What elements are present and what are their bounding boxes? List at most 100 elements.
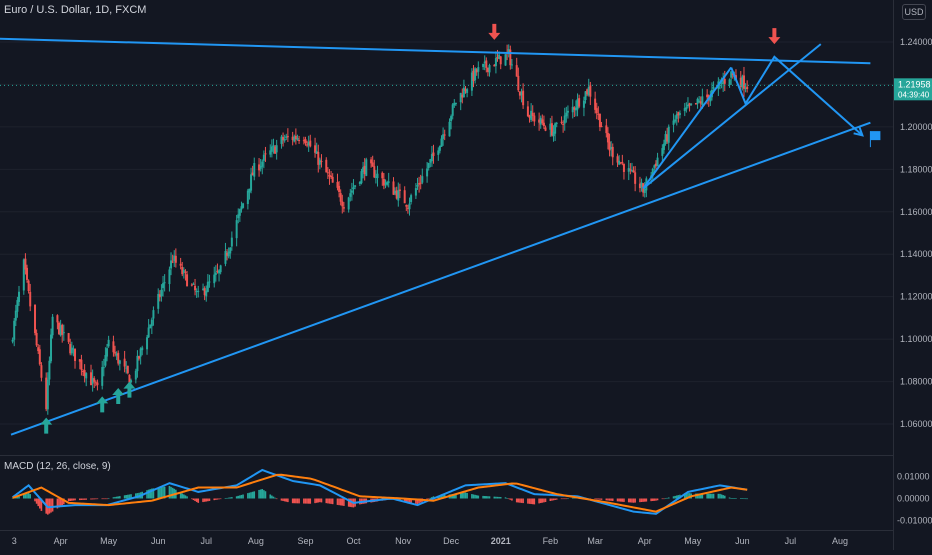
x-tick-label: Nov <box>395 536 412 546</box>
candle-body <box>56 315 59 323</box>
macd-histogram-bar <box>197 498 200 503</box>
candle-body <box>485 60 488 68</box>
macd-histogram-bar <box>597 498 600 500</box>
candle-body <box>381 172 384 179</box>
macd-group <box>11 468 748 515</box>
macd-histogram-bar <box>664 498 667 499</box>
macd-tick-label: 0.01000 <box>897 472 930 482</box>
candle-body <box>573 107 576 110</box>
macd-histogram-bar <box>483 496 486 499</box>
candle-body <box>384 183 387 185</box>
candle-body <box>118 360 121 364</box>
macd-histogram-bar <box>247 493 249 499</box>
candle-body <box>141 347 144 351</box>
trendline <box>0 37 871 65</box>
candle-body <box>453 102 456 106</box>
macd-histogram-bar <box>195 498 198 502</box>
macd-histogram-bar <box>571 497 574 499</box>
macd-histogram-bar <box>677 495 680 499</box>
candle-body <box>394 190 397 194</box>
macd-histogram-bar <box>739 498 742 499</box>
macd-histogram-bar <box>242 494 244 499</box>
macd-histogram-bar <box>135 493 137 499</box>
macd-histogram-bar <box>194 498 196 502</box>
candle-body <box>182 270 185 273</box>
candle-body <box>494 58 497 67</box>
macd-histogram-bar <box>563 498 566 500</box>
candle-body <box>664 134 667 144</box>
candle-body <box>582 100 585 108</box>
macd-histogram-bar <box>170 486 172 499</box>
macd-histogram-bar <box>463 492 465 499</box>
macd-histogram-bar <box>114 496 116 499</box>
macd-histogram-bar <box>487 496 489 499</box>
candle-body <box>741 76 744 88</box>
candle-body <box>174 255 177 263</box>
macd-histogram-bar <box>216 498 219 500</box>
candle-body <box>662 143 665 151</box>
candle-body <box>653 165 656 168</box>
macd-histogram-bar <box>146 490 148 499</box>
candle-body <box>195 291 198 293</box>
macd-histogram-bar <box>269 494 272 499</box>
macd-histogram-bar <box>744 498 747 500</box>
candle-body <box>186 274 189 287</box>
candle-body <box>150 319 153 327</box>
macd-histogram-bar <box>531 498 534 505</box>
macd-histogram-bar <box>639 498 641 503</box>
macd-histogram-bar <box>496 496 499 499</box>
candle-body <box>190 284 193 286</box>
macd-histogram-bar <box>349 498 352 507</box>
candle-body <box>574 107 577 111</box>
macd-histogram-bar <box>440 495 443 499</box>
candle-body <box>330 175 333 178</box>
candle-body <box>699 101 702 104</box>
candle-body <box>237 214 240 219</box>
candle-body <box>504 54 507 66</box>
currency-badge[interactable]: USD <box>902 4 926 20</box>
macd-histogram-bar <box>573 497 576 499</box>
candle-body <box>74 348 77 361</box>
macd-histogram-bar <box>551 498 553 501</box>
projection-path <box>730 55 864 137</box>
macd-histogram-bar <box>643 498 646 502</box>
macd-histogram-bar <box>160 487 163 499</box>
macd-histogram-bar <box>319 498 321 503</box>
candle-body <box>90 372 93 386</box>
macd-histogram-bar <box>56 498 59 509</box>
macd-histogram-bar <box>61 498 64 506</box>
candle-body <box>251 172 254 176</box>
flag-icon <box>870 131 881 141</box>
macd-histogram-bar <box>213 498 216 501</box>
macd-histogram-bar <box>685 493 688 499</box>
macd-histogram-bar <box>687 492 689 499</box>
candle-body <box>112 341 115 353</box>
macd-histogram-bar <box>618 498 620 502</box>
macd-histogram-bar <box>35 498 38 504</box>
candle-body <box>336 181 339 188</box>
candle-body <box>589 85 592 97</box>
candle-body <box>403 190 406 204</box>
candle-body <box>235 220 238 239</box>
macd-histogram-bar <box>162 486 164 499</box>
macd-histogram-bar <box>218 498 220 500</box>
candle-body <box>194 285 197 291</box>
candle-body <box>62 332 65 334</box>
candle-body <box>213 274 216 284</box>
macd-histogram-bar <box>163 486 166 499</box>
candle-body <box>498 54 501 60</box>
macd-histogram-bar <box>722 495 724 499</box>
candle-body <box>138 356 141 359</box>
candle-body <box>429 159 432 163</box>
macd-histogram-bar <box>605 498 608 501</box>
macd-histogram-bar <box>67 498 70 502</box>
candle-body <box>406 207 409 209</box>
candle-body <box>338 185 341 193</box>
macd-histogram-bar <box>184 495 187 499</box>
x-tick-label: 2021 <box>491 536 511 546</box>
candle-body <box>643 188 646 193</box>
macd-histogram-bar <box>627 498 630 503</box>
candle-body <box>326 172 329 174</box>
candle-body <box>526 106 529 117</box>
